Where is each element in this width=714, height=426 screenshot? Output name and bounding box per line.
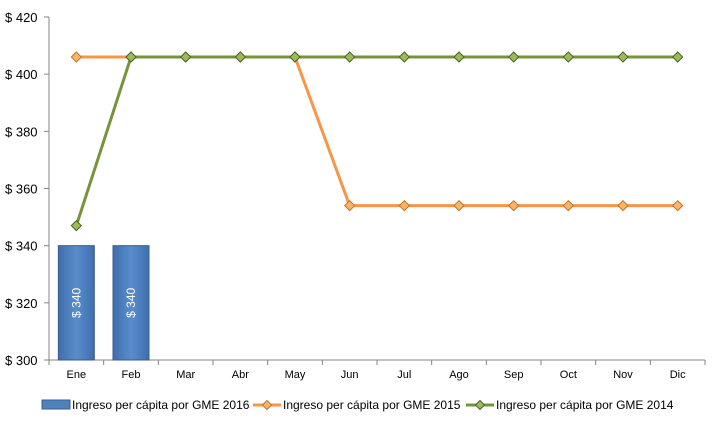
legend-label: Ingreso per cápita por GME 2015 (283, 398, 461, 412)
series-point (289, 51, 301, 63)
bar (112, 245, 150, 361)
series-point (671, 199, 684, 212)
y-tick-label: $ 400 (5, 67, 38, 82)
series-point (234, 51, 247, 63)
x-tick-label: Ene (67, 369, 87, 381)
bar-data-label: $ 340 (124, 287, 138, 317)
series-point (562, 199, 575, 212)
series-point (179, 51, 192, 63)
series-point (507, 51, 520, 63)
y-tick-label: $ 320 (5, 296, 38, 311)
series-point (507, 199, 520, 212)
legend-label: Ingreso per cápita por GME 2016 (72, 398, 250, 412)
legend-swatch-bar (41, 399, 71, 410)
y-tick-label: $ 300 (5, 353, 38, 368)
y-tick-label: $ 380 (5, 124, 38, 139)
x-tick-label: Dic (670, 369, 686, 381)
x-tick-label: Jul (397, 369, 411, 381)
bar-data-label: $ 340 (69, 287, 83, 317)
series-point (453, 51, 465, 63)
legend-swatch-marker (474, 399, 486, 411)
lines (70, 51, 684, 232)
bar (57, 245, 95, 361)
series-point (398, 199, 411, 212)
legend-label: Ingreso per cápita por GME 2014 (496, 398, 674, 412)
y-tick-label: $ 340 (5, 239, 38, 254)
x-tick-label: Abr (232, 369, 249, 381)
series-point (343, 199, 356, 212)
series-point (343, 51, 356, 63)
series-point (398, 51, 411, 63)
axes: $ 300 $ 320 $ 340 $ 360 $ 380 $ 400 $ 420 Ene Fe… (5, 10, 706, 381)
x-tick-label: Nov (613, 369, 633, 381)
series-line (76, 55, 678, 208)
x-tick-label: May (285, 369, 306, 381)
series-point (70, 219, 83, 232)
x-tick-label: Feb (122, 369, 141, 381)
series-point (125, 51, 137, 63)
x-tick-label: Mar (176, 369, 195, 381)
series-point (617, 51, 629, 63)
y-tick-label: $ 420 (5, 10, 38, 25)
x-tick-label: Ago (449, 369, 469, 381)
series-point (617, 199, 629, 212)
x-tick-label: Jun (341, 369, 359, 381)
x-tick-label: Oct (560, 369, 577, 381)
series-point (70, 51, 83, 63)
x-tick-label: Sep (504, 369, 524, 381)
legend-swatch-marker (261, 399, 273, 411)
series-point (562, 51, 575, 63)
series-point (453, 199, 465, 212)
series-point (671, 51, 684, 63)
y-tick-label: $ 360 (5, 182, 38, 197)
legend: Ingreso per cápita por GME 2016 Ingreso p… (41, 398, 674, 412)
series-line (74, 55, 678, 227)
bars: $ 340 $ 340 (57, 245, 150, 361)
